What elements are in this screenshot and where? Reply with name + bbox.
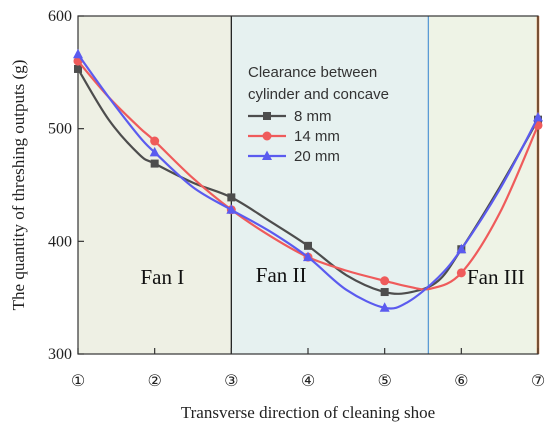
data-point [456, 268, 466, 278]
data-point [380, 288, 389, 297]
legend-marker [263, 112, 271, 120]
y-tick-label: 300 [48, 346, 72, 363]
data-point [379, 302, 390, 312]
y-axis-ticks: 300 400 500 600 [48, 8, 84, 363]
data-point [380, 276, 390, 286]
x-axis-title: Transverse direction of cleaning shoe [181, 403, 435, 422]
fan-region-2 [231, 16, 429, 354]
data-point [150, 159, 159, 168]
x-tick-label: ② [147, 371, 161, 390]
data-point [304, 241, 312, 250]
x-tick-label: ⑦ [531, 371, 545, 390]
y-tick-label: 600 [48, 8, 72, 25]
fan-label: Fan III [467, 265, 525, 289]
fan-labels: Fan I Fan II Fan III [140, 263, 524, 289]
legend-marker [262, 131, 272, 141]
legend-entry: 14 mm [294, 128, 340, 145]
legend-entry: 8 mm [294, 108, 332, 125]
y-axis-title: The quantity of threshing outputs (g) [9, 60, 28, 311]
legend: Clearance between cylinder and concave 8 m… [248, 64, 389, 165]
x-tick-label: ③ [224, 371, 238, 390]
fan-region-3 [428, 16, 538, 354]
fan-regions [78, 16, 538, 354]
x-tick-label: ④ [301, 371, 315, 390]
legend-entry: 20 mm [294, 148, 340, 165]
fan-region-1 [78, 16, 232, 354]
legend-title: cylinder and concave [248, 86, 389, 103]
data-point [456, 243, 467, 254]
data-point [74, 64, 82, 73]
y-tick-label: 500 [48, 121, 72, 138]
series-3 [73, 48, 543, 312]
fan-label: Fan I [140, 265, 184, 289]
data-point [149, 146, 160, 157]
x-axis-ticks: ① ② ③ ④ ⑤ ⑥ ⑦ [71, 348, 545, 390]
data-point [227, 193, 236, 202]
legend-title: Clearance between [248, 64, 377, 81]
x-tick-label: ① [71, 371, 85, 390]
y-tick-label: 400 [48, 233, 72, 250]
x-tick-label: ⑥ [454, 371, 468, 390]
data-point [226, 204, 237, 214]
series-lines [73, 48, 543, 312]
x-tick-label: ⑤ [377, 371, 391, 390]
data-point [533, 111, 543, 122]
fan-label: Fan II [256, 263, 307, 287]
data-point [150, 136, 160, 146]
legend-marker [262, 150, 272, 160]
data-point [303, 251, 313, 262]
data-point [73, 48, 83, 59]
